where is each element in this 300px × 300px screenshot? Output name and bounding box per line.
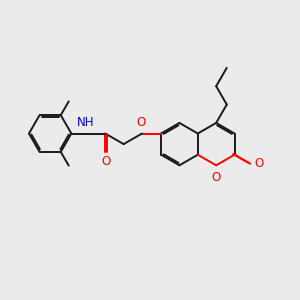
Text: NH: NH — [77, 116, 94, 128]
Text: O: O — [254, 157, 263, 170]
Text: O: O — [212, 171, 221, 184]
Text: O: O — [101, 155, 110, 168]
Text: O: O — [137, 116, 146, 128]
